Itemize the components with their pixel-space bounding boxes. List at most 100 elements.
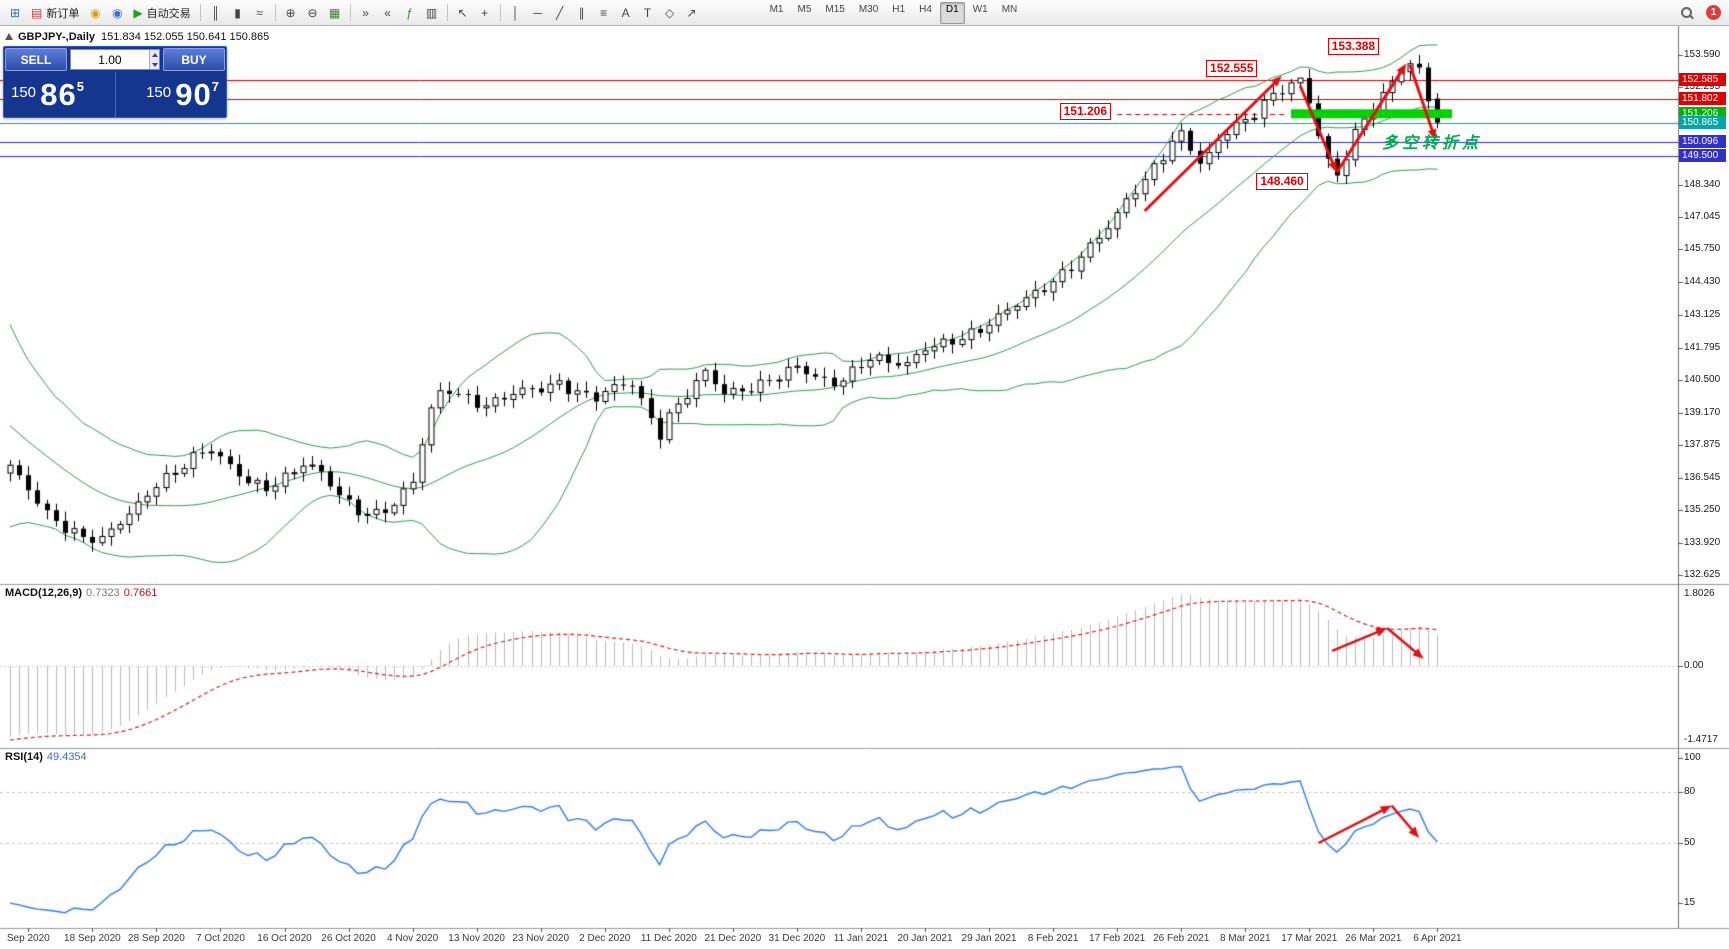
new-chart-icon[interactable]: ⊞: [5, 3, 25, 23]
rsi-indicator-label: RSI(14) 49.4354: [5, 751, 87, 763]
macd-indicator-label: MACD(12,26,9) 0.7323 0.7661: [5, 587, 158, 599]
chart-shift-icon[interactable]: «: [378, 3, 398, 23]
fibonacci-icon[interactable]: ≡: [594, 3, 614, 23]
one-click-trading-panel: SELL BUY 150 865 150 907: [3, 46, 227, 118]
price-annotation[interactable]: 151.206: [1059, 102, 1112, 120]
zoom-in-icon[interactable]: ⊕: [281, 3, 301, 23]
timeframe-d1[interactable]: D1: [939, 1, 965, 24]
cursor-icon[interactable]: ↖: [453, 3, 473, 23]
autotrading-button[interactable]: ▶ 自动交易: [129, 3, 194, 23]
price-axis-label: 152.295: [1684, 81, 1721, 93]
price-axis-badge: 152.585: [1679, 72, 1726, 86]
timeframe-mn[interactable]: MN: [1001, 3, 1018, 15]
macd-scale-min: -1.4717: [1684, 734, 1718, 745]
macd-scale-zero: 0.00: [1684, 660, 1704, 672]
price-axis-label: 136.545: [1684, 471, 1721, 483]
price-annotation[interactable]: 148.460: [1256, 172, 1308, 190]
price-axis-label: 133.920: [1684, 536, 1721, 548]
price-annotation[interactable]: 153.388: [1327, 38, 1380, 56]
crosshair-icon[interactable]: +: [475, 3, 495, 23]
new-order-icon: ▤: [31, 5, 43, 20]
sell-button[interactable]: SELL: [5, 48, 67, 71]
search-icon[interactable]: [1680, 6, 1694, 20]
toolbar-separator: [446, 4, 448, 21]
timeframe-w1[interactable]: W1: [972, 3, 988, 15]
horizontal-line-icon[interactable]: ─: [528, 3, 548, 23]
toolbar-separator: [274, 4, 276, 21]
periods-icon[interactable]: ▥: [422, 3, 442, 23]
toolbar-separator: [199, 4, 201, 21]
bar-chart-icon[interactable]: ║: [206, 3, 226, 23]
panel-divider-rsi[interactable]: [0, 746, 1678, 750]
fibonacci-icon: ≡: [600, 5, 608, 20]
bar-chart-icon: ║: [211, 5, 220, 20]
volume-spinner: [148, 50, 159, 69]
buy-price[interactable]: 150 907: [114, 72, 227, 117]
new-order-button[interactable]: ▤ 新订单: [27, 3, 83, 23]
date-label: 29 Jan 2021: [961, 933, 1017, 944]
date-label: 26 Mar 2021: [1345, 933, 1402, 944]
volume-input[interactable]: [71, 50, 149, 69]
arrow-tools-icon[interactable]: ↗: [682, 3, 702, 23]
rsi-scale-label: 80: [1684, 786, 1696, 797]
panel-divider-macd[interactable]: [0, 582, 1678, 586]
timeframe-m15[interactable]: M15: [825, 3, 845, 15]
sell-price[interactable]: 150 865: [11, 77, 84, 112]
vertical-line-icon[interactable]: │: [506, 3, 526, 23]
price-axis-badge: 151.802: [1679, 92, 1726, 106]
community-icon[interactable]: ◉: [107, 3, 127, 23]
toolbar-separator: [349, 4, 351, 21]
trendline-icon[interactable]: ╱: [550, 3, 570, 23]
date-label: 28 Sep 2020: [128, 933, 185, 944]
price-axis-label: 144.430: [1684, 276, 1721, 288]
buy-button[interactable]: BUY: [163, 48, 225, 71]
date-label: 23 Nov 2020: [512, 933, 570, 944]
crosshair-icon: +: [481, 5, 489, 20]
label-icon[interactable]: T: [638, 3, 658, 23]
timeframe-m1[interactable]: M1: [769, 3, 784, 15]
trade-panel-toggle-icon[interactable]: [5, 33, 13, 40]
timeframe-h1[interactable]: H1: [892, 3, 906, 15]
date-label: 17 Feb 2021: [1089, 933, 1146, 944]
price-axis-badge: 150.096: [1679, 134, 1726, 148]
timeframe-bar: M1 M5 M15 M30 H1 H4 D1 W1 MN: [763, 1, 1025, 24]
label-icon: T: [643, 5, 652, 20]
date-label: 20 Jan 2021: [897, 933, 953, 944]
horizontal-line-icon: ─: [533, 5, 542, 20]
shapes-icon[interactable]: ◇: [660, 3, 680, 23]
timeframe-h4[interactable]: H4: [919, 3, 932, 15]
date-label: 17 Mar 2021: [1281, 933, 1338, 944]
notification-badge[interactable]: 1: [1706, 5, 1721, 20]
new-order-button-label: 新订单: [46, 7, 80, 20]
auto-scroll-icon[interactable]: »: [356, 3, 376, 23]
volume-down-button[interactable]: [149, 59, 159, 69]
date-label: 2 Dec 2020: [579, 933, 631, 944]
indicators-icon[interactable]: ƒ: [400, 3, 420, 23]
date-label: 13 Nov 2020: [448, 933, 505, 944]
volume-up-button[interactable]: [149, 50, 159, 60]
vertical-line-icon: │: [511, 5, 520, 20]
line-chart-icon[interactable]: ≈: [250, 3, 270, 23]
mql5-icon[interactable]: ◉: [85, 3, 105, 23]
toolbar-separator: [499, 4, 501, 21]
price-axis-label: 145.750: [1684, 243, 1721, 255]
date-label: 26 Feb 2021: [1153, 933, 1210, 944]
zoom-in-icon: ⊕: [285, 5, 296, 20]
turning-point-note[interactable]: 多空转折点: [1382, 135, 1483, 152]
tile-windows-icon[interactable]: ▦: [325, 3, 345, 23]
timeframe-m5[interactable]: M5: [797, 3, 812, 15]
volume-control: [70, 49, 160, 70]
toolbar-icons: ⊞ ▤ 新订单 ◉ ◉ ▶ 自动交易 ║ ▮ ≈ ⊕ ⊖ ▦ » « ƒ ▥ ↖ + │ ─ ╱ ∥ ≡ A T ◇ ↗: [4, 3, 763, 23]
timeframe-m30[interactable]: M30: [858, 3, 879, 15]
rsi-scale-label: 50: [1684, 837, 1696, 848]
date-label: Sep 2020: [6, 933, 50, 944]
price-annotation[interactable]: 152.555: [1206, 60, 1258, 78]
zoom-out-icon[interactable]: ⊖: [303, 3, 323, 23]
price-axis-label: 140.500: [1684, 373, 1721, 385]
text-icon[interactable]: A: [616, 3, 636, 23]
channel-icon[interactable]: ∥: [572, 3, 592, 23]
shapes-icon: ◇: [664, 5, 675, 20]
candlestick-chart-icon[interactable]: ▮: [228, 3, 248, 23]
